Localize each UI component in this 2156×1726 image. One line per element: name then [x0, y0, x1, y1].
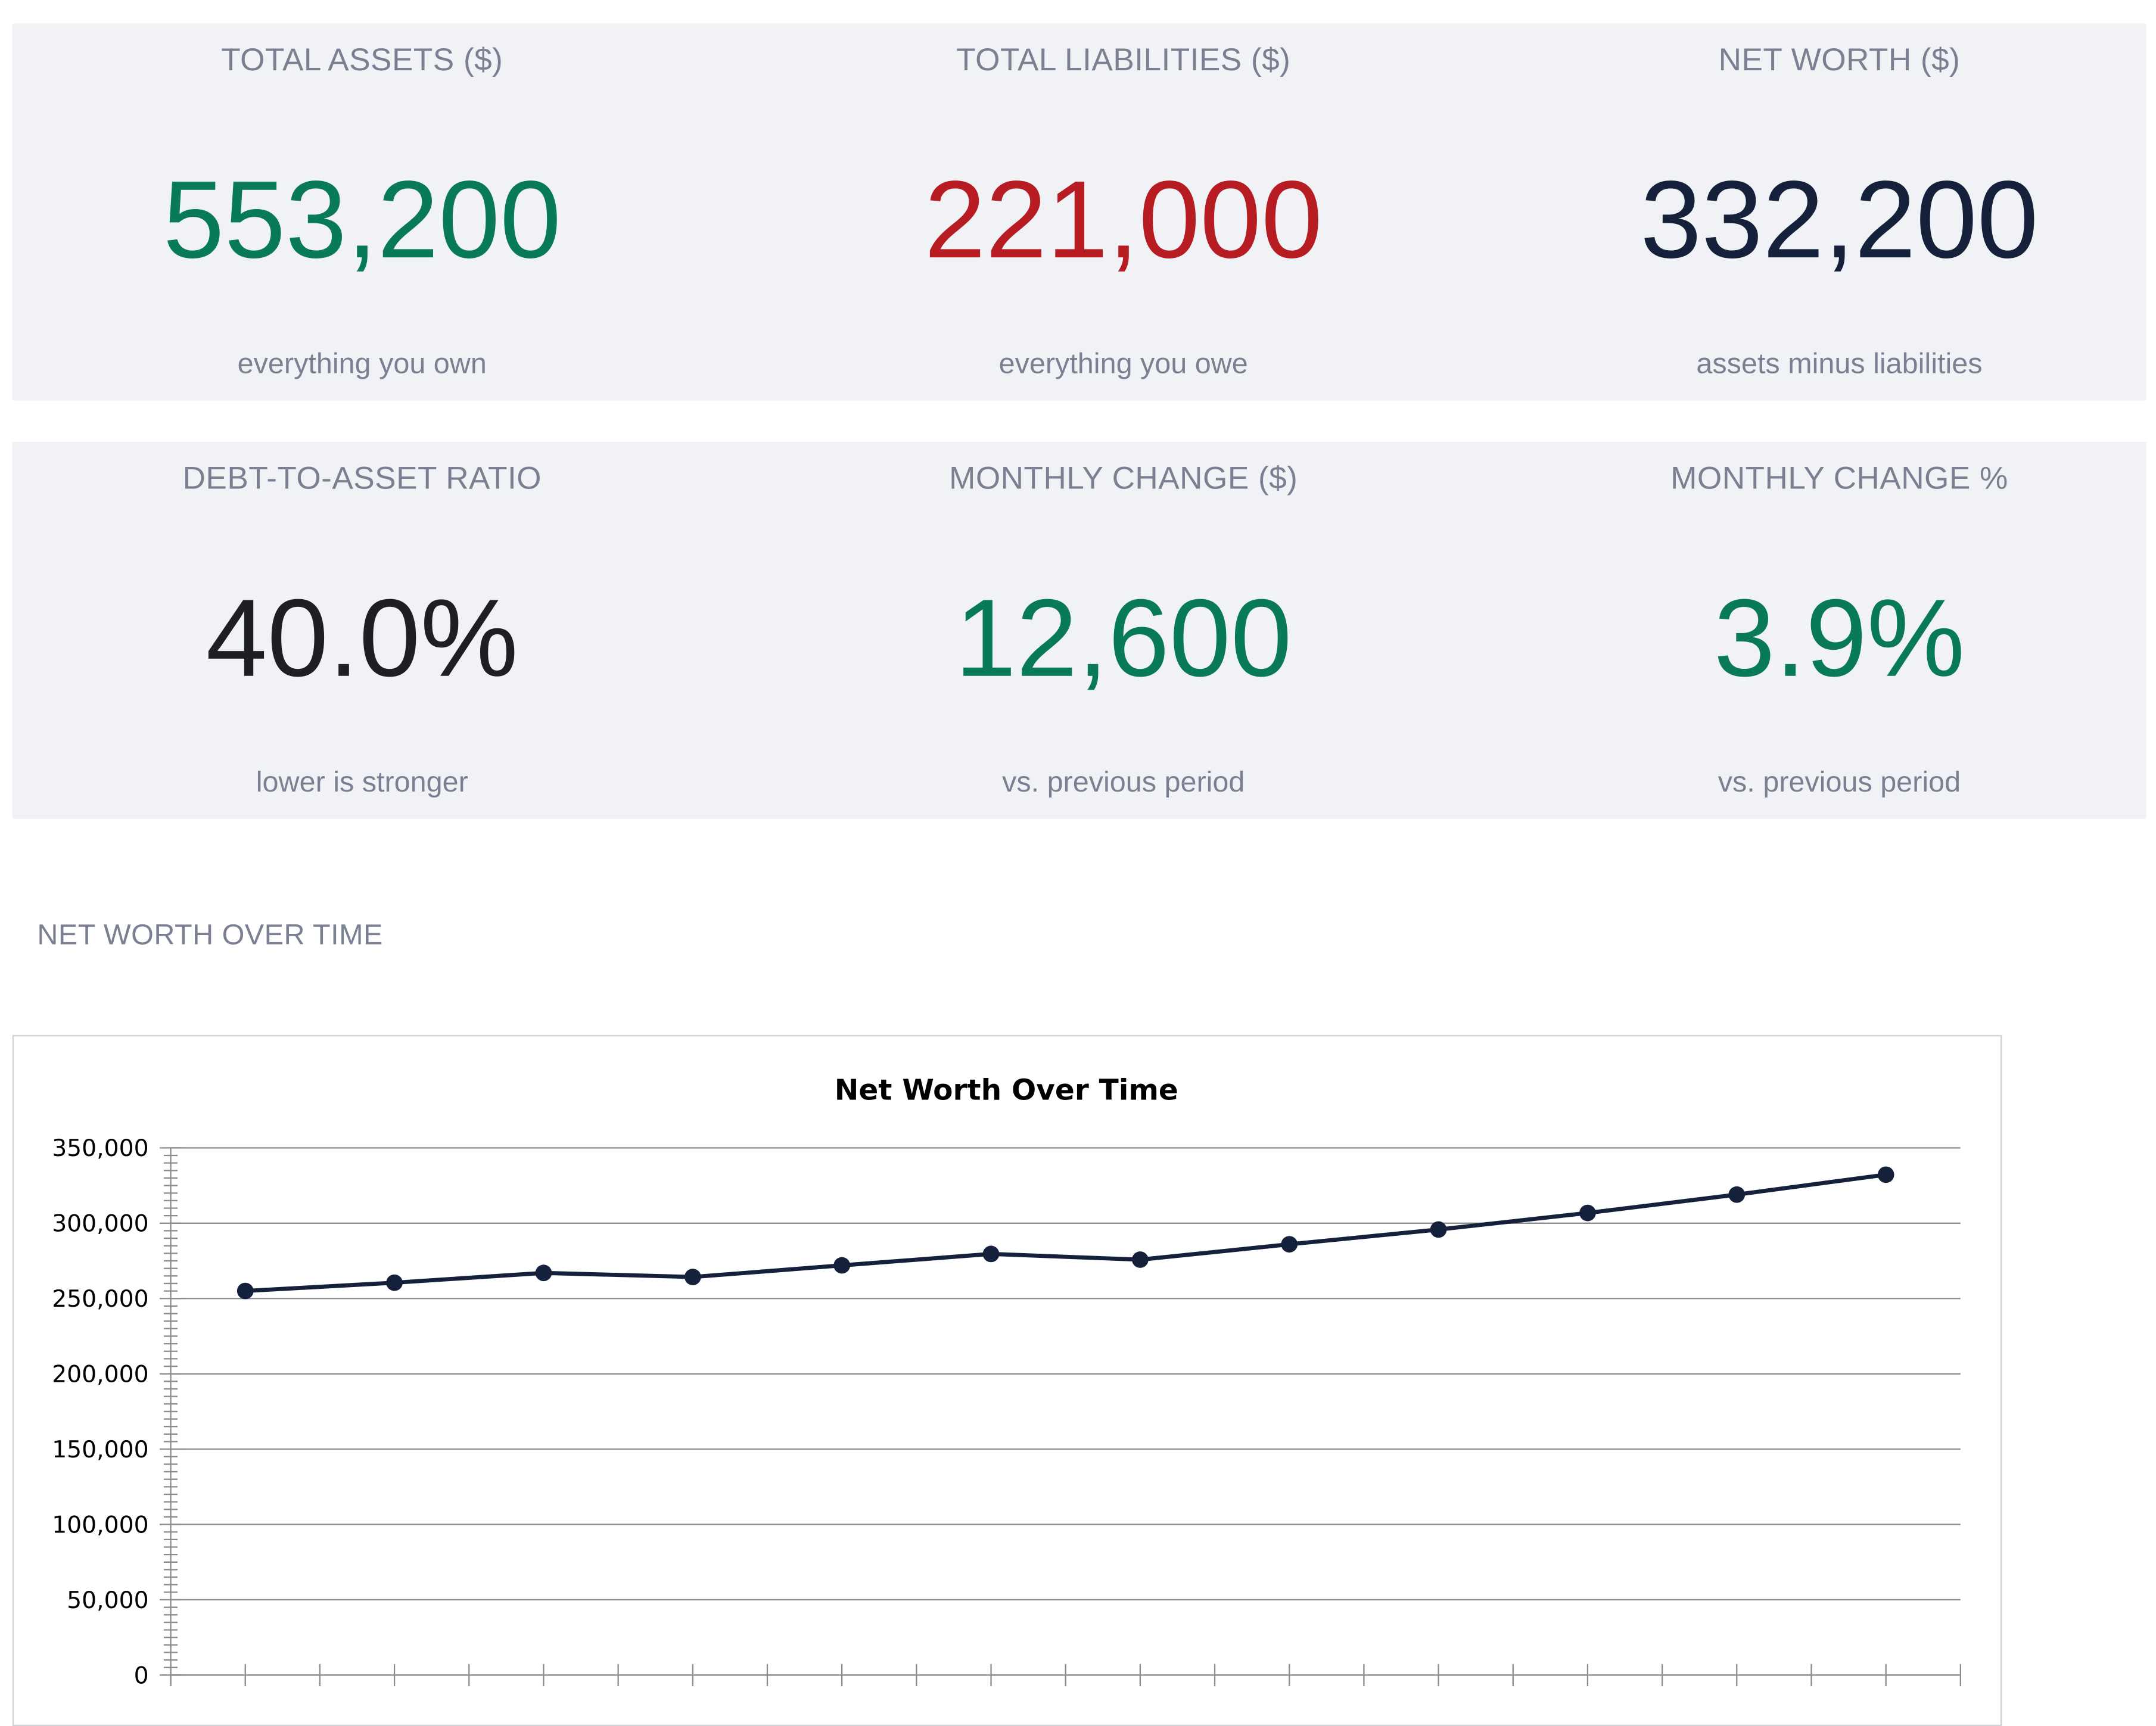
kpi-label: NET WORTH ($)	[1718, 41, 1961, 77]
y-tick-label: 50,000	[67, 1587, 148, 1614]
kpi-row-bottom: DEBT-TO-ASSET RATIO 40.0% lower is stron…	[12, 441, 2146, 820]
data-point	[1430, 1221, 1447, 1238]
data-point	[982, 1245, 1000, 1263]
kpi-value: 3.9%	[1713, 577, 1965, 699]
data-point	[833, 1257, 851, 1274]
data-point	[535, 1264, 552, 1282]
chart-axes: 0 50,000 100,000 150,000 200,000 250,000 300,0…	[52, 1135, 1961, 1689]
kpi-caption: vs. previous period	[1002, 767, 1245, 799]
kpi-card-monthly-change: MONTHLY CHANGE ($) 12,600 vs. previous p…	[758, 442, 1488, 819]
y-tick-label: 100,000	[52, 1512, 148, 1538]
y-tick-label: 350,000	[52, 1135, 148, 1162]
y-tick-label: 200,000	[52, 1362, 148, 1388]
chart-container: Net Worth Over Time 0 50,000 100,000 150,00…	[12, 1035, 2002, 1726]
kpi-value: 553,200	[163, 158, 561, 281]
data-point	[1281, 1236, 1298, 1253]
data-point	[1132, 1251, 1149, 1268]
data-point	[237, 1282, 254, 1300]
data-point	[1877, 1166, 1894, 1183]
section-title: NET WORTH OVER TIME	[37, 919, 383, 951]
data-point	[684, 1269, 701, 1285]
kpi-card-total-liabilities: TOTAL LIABILITIES ($) 221,000 everything…	[758, 23, 1488, 400]
data-point	[1579, 1204, 1596, 1222]
data-point	[1728, 1186, 1746, 1203]
kpi-card-net-worth: NET WORTH ($) 332,200 assets minus liabi…	[1474, 23, 2156, 400]
kpi-caption: lower is stronger	[256, 767, 468, 799]
kpi-caption: everything you owe	[998, 348, 1248, 380]
kpi-value: 40.0%	[206, 577, 518, 699]
kpi-label: DEBT-TO-ASSET RATIO	[182, 459, 542, 496]
series-line	[245, 1172, 1887, 1294]
y-tick-label: 0	[134, 1662, 149, 1689]
kpi-caption: vs. previous period	[1718, 767, 1961, 799]
data-point	[386, 1274, 403, 1291]
y-tick-label: 150,000	[52, 1437, 148, 1463]
kpi-label: MONTHLY CHANGE ($)	[949, 459, 1298, 496]
kpi-card-monthly-change-pct: MONTHLY CHANGE % 3.9% vs. previous perio…	[1474, 442, 2156, 819]
kpi-label: TOTAL LIABILITIES ($)	[956, 41, 1291, 77]
kpi-value: 221,000	[924, 158, 1323, 281]
kpi-label: MONTHLY CHANGE %	[1670, 459, 2008, 496]
y-tick-label: 250,000	[52, 1286, 148, 1313]
chart-series	[237, 1166, 1894, 1300]
y-tick-label: 300,000	[52, 1211, 148, 1238]
chart-title: Net Worth Over Time	[835, 1073, 1178, 1107]
kpi-card-total-assets: TOTAL ASSETS ($) 553,200 everything you …	[0, 23, 727, 400]
kpi-label: TOTAL ASSETS ($)	[221, 41, 503, 77]
kpi-value: 12,600	[955, 577, 1292, 699]
kpi-row-top: TOTAL ASSETS ($) 553,200 everything you …	[12, 23, 2146, 401]
chart-gridlines	[170, 1147, 1961, 1601]
kpi-value: 332,200	[1640, 158, 2039, 281]
kpi-card-debt-to-asset: DEBT-TO-ASSET RATIO 40.0% lower is stron…	[0, 442, 727, 819]
kpi-caption: assets minus liabilities	[1696, 348, 1983, 380]
kpi-caption: everything you own	[237, 348, 487, 380]
net-worth-chart: Net Worth Over Time 0 50,000 100,000 150,00…	[52, 1073, 1961, 1689]
